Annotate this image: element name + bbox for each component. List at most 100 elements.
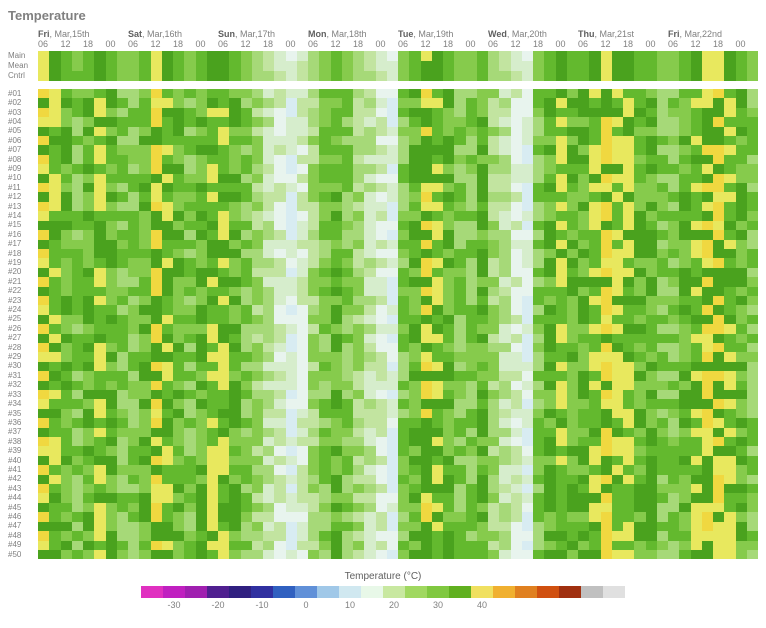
heat-cell [556,324,567,333]
heat-cell [623,390,634,399]
hour-header: 18 [623,39,646,49]
heat-cell [364,371,375,380]
heat-cell [612,211,623,220]
heat-cell [128,277,139,286]
heat-cell [218,456,229,465]
heat-cell [421,136,432,145]
heat-cell [387,409,398,418]
heat-cell [477,164,488,173]
heat-cell [117,61,128,71]
heat-cell [421,305,432,314]
colorbar-segment [339,586,361,598]
heat-row [38,343,758,352]
heat-cell [646,71,657,81]
row-label: #24 [8,305,38,314]
heat-cell [522,117,533,126]
heat-cell [724,136,735,145]
heat-cell [173,164,184,173]
heat-cell [94,390,105,399]
heat-cell [342,287,353,296]
heat-cell [511,127,522,136]
heat-cell [38,371,49,380]
heat-cell [72,164,83,173]
heat-cell [691,117,702,126]
heat-cell [612,155,623,164]
heat-cell [308,371,319,380]
heat-cell [657,381,668,390]
heat-cell [297,249,308,258]
heat-cell [634,390,645,399]
heat-cell [736,409,747,418]
heat-cell [488,371,499,380]
heat-cell [139,409,150,418]
heat-cell [139,268,150,277]
heat-cell [634,475,645,484]
heat-cell [241,183,252,192]
heat-cell [72,240,83,249]
heat-cell [736,61,747,71]
heat-cell [83,258,94,267]
heat-cell [117,192,128,201]
heat-cell [499,108,510,117]
heat-row [38,484,758,493]
heat-cell [466,287,477,296]
heat-cell [634,51,645,61]
heat-cell [207,437,218,446]
heat-cell [736,268,747,277]
heat-cell [691,531,702,540]
colorbar-segment [295,586,317,598]
heat-cell [218,127,229,136]
heat-cell [454,51,465,61]
heat-cell [634,192,645,201]
heat-cell [634,268,645,277]
heat-cell [94,192,105,201]
heat-cell [511,446,522,455]
heat-cell [646,456,657,465]
heat-cell [364,324,375,333]
heat-cell [702,343,713,352]
heat-cell [432,164,443,173]
heat-cell [421,418,432,427]
heat-cell [229,352,240,361]
heat-cell [679,522,690,531]
heat-cell [38,437,49,446]
heat-cell [263,465,274,474]
heat-cell [409,465,420,474]
heat-cell [556,362,567,371]
heat-cell [454,71,465,81]
heat-cell [308,192,319,201]
heat-cell [94,465,105,474]
heat-cell [83,98,94,107]
heat-cell [319,117,330,126]
heat-cell [61,324,72,333]
heat-cell [398,89,409,98]
heat-cell [387,71,398,81]
heat-cell [353,296,364,305]
heat-cell [49,475,60,484]
heat-cell [736,164,747,173]
heat-cell [409,136,420,145]
heat-cell [83,343,94,352]
heat-cell [106,221,117,230]
hour-header: 12 [61,39,84,49]
heat-cell [286,183,297,192]
heat-cell [724,221,735,230]
hour-header: 00 [286,39,309,49]
heat-cell [634,446,645,455]
heat-cell [387,493,398,502]
heat-cell [511,155,522,164]
heat-cell [229,381,240,390]
heat-cell [184,315,195,324]
heat-cell [128,512,139,521]
heat-cell [376,352,387,361]
heat-cell [229,277,240,286]
heat-cell [319,155,330,164]
colorbar-segment [449,586,471,598]
heat-cell [567,192,578,201]
heat-cell [297,550,308,559]
heat-cell [229,89,240,98]
heat-cell [511,174,522,183]
hour-header: 00 [106,39,129,49]
heat-cell [286,352,297,361]
row-label: #26 [8,324,38,333]
